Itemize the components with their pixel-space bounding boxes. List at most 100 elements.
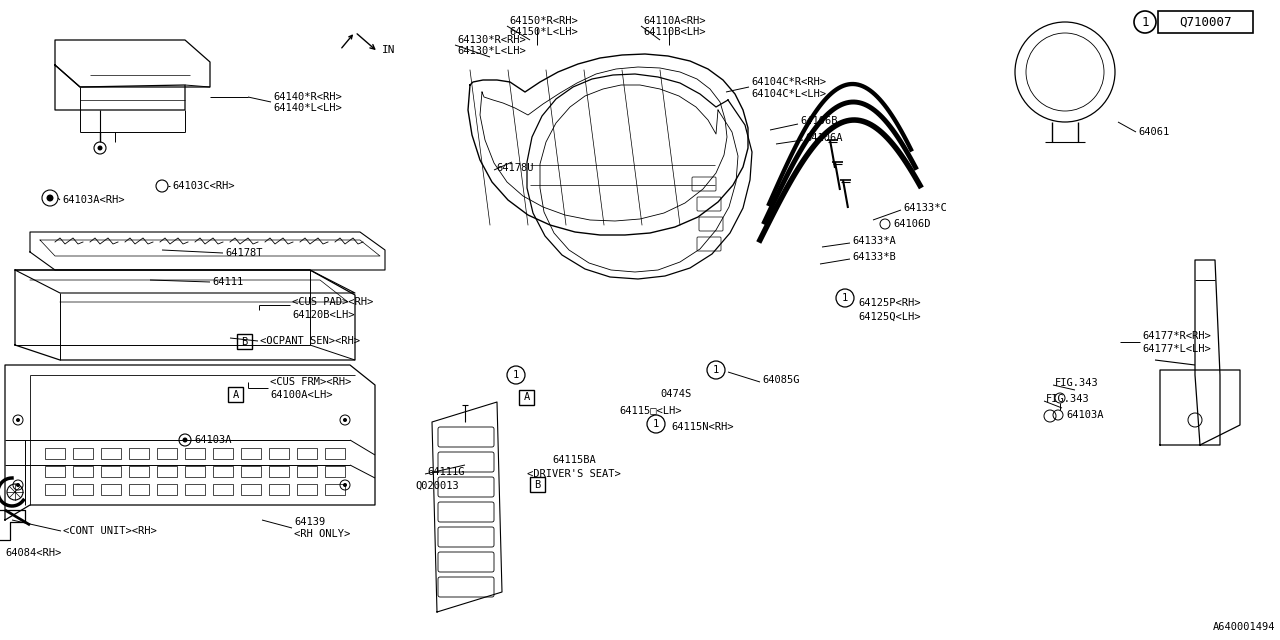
Text: 64111G: 64111G [428,467,465,477]
Bar [1158,11,1253,33]
Text: 64085G: 64085G [762,375,800,385]
Circle shape [343,483,347,487]
Text: 64140*R<RH>: 64140*R<RH> [273,92,342,102]
Bar [73,484,93,495]
Bar [212,448,233,459]
Bar [241,466,261,477]
Text: A: A [233,390,238,399]
Bar [530,477,545,492]
Circle shape [183,438,187,442]
Text: 64120B<LH>: 64120B<LH> [292,310,355,320]
Bar [269,484,289,495]
Bar [73,466,93,477]
Text: B: B [242,337,247,346]
Bar [186,484,205,495]
Text: 64106A: 64106A [805,133,842,143]
Bar [186,448,205,459]
Text: Q710007: Q710007 [1179,15,1231,29]
Text: FIG.343: FIG.343 [1046,394,1089,404]
Bar [45,484,65,495]
Text: FIG.343: FIG.343 [1055,378,1098,388]
Bar [212,484,233,495]
Text: 64103A<RH>: 64103A<RH> [61,195,124,205]
Text: 64061: 64061 [1138,127,1169,137]
Text: 64115N<RH>: 64115N<RH> [671,422,733,432]
Text: Q020013: Q020013 [415,481,458,491]
Text: 64177*R<RH>: 64177*R<RH> [1142,331,1211,341]
Text: 64106D: 64106D [893,219,931,229]
Bar [101,448,122,459]
Bar [241,448,261,459]
Bar [269,466,289,477]
Text: <RH ONLY>: <RH ONLY> [294,529,351,539]
Text: 64133*C: 64133*C [902,203,947,213]
Bar [157,448,177,459]
Text: 64125Q<LH>: 64125Q<LH> [858,312,920,322]
Text: 64110A<RH>: 64110A<RH> [643,16,705,26]
Text: 64115BA: 64115BA [552,455,595,465]
Bar [157,466,177,477]
Bar [325,448,346,459]
Text: 1: 1 [513,370,520,380]
Text: <CUS FRM><RH>: <CUS FRM><RH> [270,377,351,387]
Text: 64104C*L<LH>: 64104C*L<LH> [751,89,826,99]
Bar [101,466,122,477]
Text: 64178U: 64178U [497,163,534,173]
Text: 64140*L<LH>: 64140*L<LH> [273,103,342,113]
Bar [45,448,65,459]
Text: <DRIVER'S SEAT>: <DRIVER'S SEAT> [527,469,621,479]
Bar [269,448,289,459]
Text: 64130*R<RH>: 64130*R<RH> [457,35,526,45]
Text: IN: IN [381,45,396,55]
Bar [129,448,148,459]
Text: 64103C<RH>: 64103C<RH> [172,181,234,191]
Text: 64177*L<LH>: 64177*L<LH> [1142,344,1211,354]
Text: 1: 1 [842,293,849,303]
Text: 64110B<LH>: 64110B<LH> [643,27,705,37]
Circle shape [17,483,20,487]
Text: 1: 1 [653,419,659,429]
Bar [45,466,65,477]
Bar [101,484,122,495]
Text: 64104C*R<RH>: 64104C*R<RH> [751,77,826,87]
Text: 64100A<LH>: 64100A<LH> [270,390,333,400]
Bar [325,466,346,477]
Text: 64133*A: 64133*A [852,236,896,246]
Text: 64111: 64111 [212,277,243,287]
Text: <CONT UNIT><RH>: <CONT UNIT><RH> [63,526,156,536]
Text: 64133*B: 64133*B [852,252,896,262]
Bar [297,448,317,459]
Bar [129,466,148,477]
Text: 64084<RH>: 64084<RH> [5,548,61,558]
Text: A: A [524,392,530,403]
Text: 64139: 64139 [294,517,325,527]
Circle shape [17,418,20,422]
Bar [186,466,205,477]
Text: 1: 1 [713,365,719,375]
Text: 64130*L<LH>: 64130*L<LH> [457,46,526,56]
Bar [518,390,534,405]
Text: <OCPANT SEN><RH>: <OCPANT SEN><RH> [260,336,360,346]
Bar [241,484,261,495]
Text: A640001494: A640001494 [1212,622,1275,632]
Circle shape [97,145,102,150]
Text: 1: 1 [1142,15,1148,29]
Bar [228,387,243,402]
Text: 64150*R<RH>: 64150*R<RH> [509,16,577,26]
Bar [73,448,93,459]
Bar [212,466,233,477]
Circle shape [343,418,347,422]
Text: 64103A: 64103A [195,435,232,445]
Bar [129,484,148,495]
Bar [237,334,252,349]
Text: 0474S: 0474S [660,389,691,399]
Bar [297,466,317,477]
Text: 64103A: 64103A [1066,410,1103,420]
Text: 64178T: 64178T [225,248,262,258]
Circle shape [46,195,54,202]
Bar [325,484,346,495]
Text: 64150*L<LH>: 64150*L<LH> [509,27,577,37]
Text: B: B [534,479,540,490]
Text: <CUS PAD><RH>: <CUS PAD><RH> [292,297,374,307]
Bar [157,484,177,495]
